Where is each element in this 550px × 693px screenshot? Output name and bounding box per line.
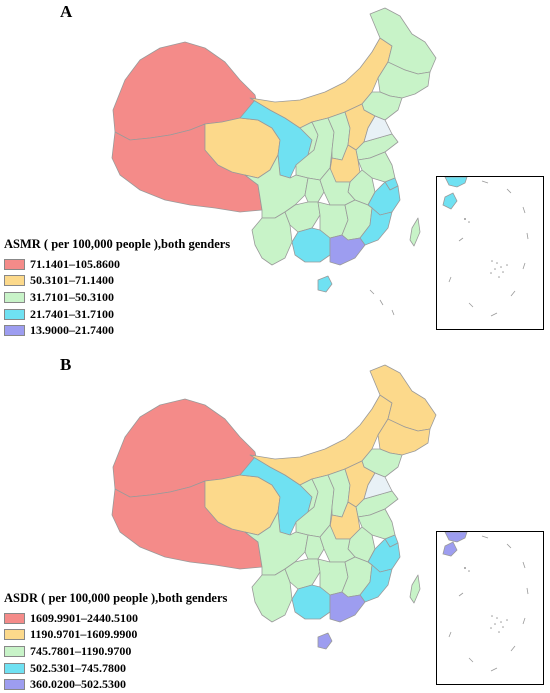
region-jilin <box>377 61 431 99</box>
legend-item: 1190.9701–1609.9900 <box>4 627 227 644</box>
legend-swatch <box>4 679 25 691</box>
panel-label: A <box>60 2 73 21</box>
region-hubei <box>319 524 356 563</box>
legend-swatch <box>4 612 25 624</box>
legend-item: 21.7401–31.7100 <box>4 306 230 323</box>
legend-item: 360.0200–502.5300 <box>4 676 227 693</box>
region-guangdong <box>329 234 366 266</box>
legend-title: ASMR ( per 100,000 people ),both genders <box>4 237 231 251</box>
inset-map <box>442 532 529 672</box>
nine-dash-line <box>369 289 395 316</box>
region-guangdong <box>329 591 366 623</box>
legend-label: 31.7101–50.3100 <box>30 289 114 304</box>
region-jilin <box>377 418 431 456</box>
legend-title: ASDR ( per 100,000 people ),both genders <box>4 591 228 605</box>
inset-dashes <box>448 180 529 317</box>
legend-swatch <box>4 258 25 270</box>
bohai-sea <box>363 115 393 143</box>
inset-coast <box>444 177 468 188</box>
region-fujian <box>359 564 393 603</box>
legend-swatch <box>4 325 25 337</box>
map-panel-a: A <box>0 0 550 346</box>
region-guangxi <box>291 584 331 620</box>
legend-a: ASMR ( per 100,000 people ),both genders… <box>4 237 230 339</box>
region-yunnan <box>251 568 293 623</box>
inset-islands <box>464 567 508 633</box>
legend-label: 502.5301–745.7800 <box>30 660 126 675</box>
legend-swatch <box>4 291 25 303</box>
legend-label: 1609.9901–2440.5100 <box>30 610 138 625</box>
legend-label: 1190.9701–1609.9900 <box>30 627 138 642</box>
bohai-sea <box>363 472 393 500</box>
legend-item: 13.9000–21.7400 <box>4 322 230 339</box>
inset-hainan <box>442 541 458 557</box>
inset-coast <box>444 532 468 543</box>
legend-swatch <box>4 662 25 674</box>
legend-label: 13.9000–21.7400 <box>30 323 114 338</box>
map-panel-b: B <box>0 347 550 693</box>
legend-b: ASDR ( per 100,000 people ),both genders… <box>4 591 227 693</box>
legend-item: 50.3101–71.1400 <box>4 273 230 290</box>
panel-label: B <box>60 355 72 374</box>
legend-swatch <box>4 629 25 641</box>
region-yunnan <box>251 211 293 266</box>
inset-map <box>442 177 529 317</box>
region-taiwan <box>409 574 421 604</box>
legend-label: 745.7801–1190.9700 <box>30 643 132 658</box>
south-china-sea-inset <box>436 531 544 685</box>
region-guangxi <box>291 227 331 263</box>
region-hainan <box>317 632 333 650</box>
region-fujian <box>359 207 393 246</box>
legend-item: 71.1401–105.8600 <box>4 256 230 273</box>
legend-label: 360.0200–502.5300 <box>30 677 126 692</box>
legend-label: 71.1401–105.8600 <box>30 256 120 271</box>
region-hainan <box>317 275 333 293</box>
region-hubei <box>319 167 356 206</box>
china-map <box>111 7 437 316</box>
region-taiwan <box>409 217 421 247</box>
legend-swatch <box>4 645 25 657</box>
inset-hainan <box>442 192 458 210</box>
legend-item: 1609.9901–2440.5100 <box>4 610 227 627</box>
legend-item: 502.5301–745.7800 <box>4 660 227 677</box>
legend-label: 50.3101–71.1400 <box>30 273 114 288</box>
china-map <box>111 364 437 650</box>
legend-swatch <box>4 275 25 287</box>
inset-islands <box>464 218 508 278</box>
inset-dashes <box>448 535 529 672</box>
legend-item: 745.7801–1190.9700 <box>4 643 227 660</box>
legend-label: 21.7401–31.7100 <box>30 306 114 321</box>
legend-item: 31.7101–50.3100 <box>4 289 230 306</box>
south-china-sea-inset <box>436 176 544 330</box>
legend-swatch <box>4 308 25 320</box>
